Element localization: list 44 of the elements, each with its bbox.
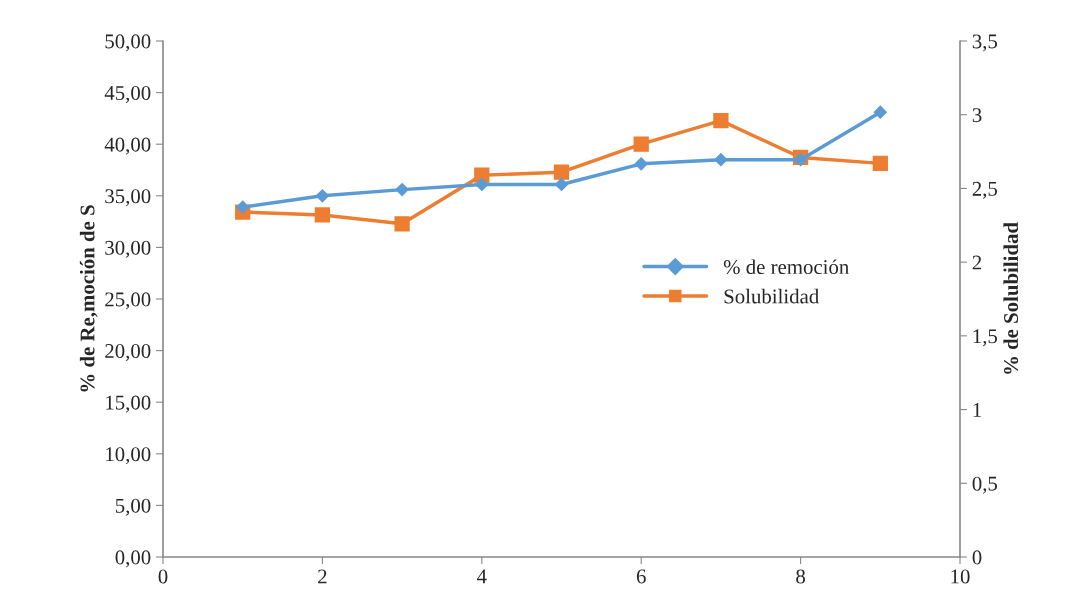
x-tick-label: 0 — [158, 569, 168, 584]
point — [794, 153, 808, 167]
y-tick-label: 15,00 — [106, 395, 151, 413]
y-tick-label: 10,00 — [106, 447, 151, 465]
point — [314, 207, 331, 223]
y2-axis-title: % de Solubilidad — [1003, 222, 1019, 374]
legend-label: Solubilidad — [724, 288, 819, 304]
y2-tick-label: 3 — [972, 108, 982, 123]
y2-tick-label: 2,5 — [972, 181, 998, 199]
y-tick-label: 25,00 — [105, 292, 151, 310]
y-tick-label: 40,00 — [104, 137, 151, 155]
y-tick-label: 5,00 — [115, 498, 151, 516]
x-tick-label: 4 — [477, 569, 487, 584]
y2-tick-label: 0,5 — [972, 476, 998, 494]
y2-tick-label: 1,5 — [973, 329, 998, 347]
x-tick-label: 2 — [318, 569, 327, 584]
point — [475, 177, 489, 192]
y-tick-label: 45,00 — [104, 85, 151, 104]
y-tick-label: 50,00 — [105, 34, 151, 52]
point — [713, 112, 729, 129]
y-tick-label: 35,00 — [105, 189, 151, 207]
y-tick-label: 20,00 — [105, 343, 151, 362]
x-tick-label: 8 — [796, 569, 806, 584]
point — [553, 164, 570, 180]
point — [236, 200, 250, 214]
y2-tick-label: 3,5 — [972, 34, 998, 52]
point — [634, 157, 648, 171]
point — [394, 216, 410, 232]
point — [633, 136, 649, 152]
y-axis-title: % de Re,moción de S — [79, 205, 98, 392]
point — [554, 177, 569, 192]
point — [872, 155, 888, 172]
y-tick-label: 30,00 — [105, 240, 151, 258]
x-tick-label: 10 — [951, 569, 970, 584]
y-tick-label: 0,00 — [115, 550, 151, 568]
y2-tick-label: 0 — [972, 550, 982, 565]
point — [873, 105, 887, 119]
point — [315, 189, 329, 203]
y2-tick-label: 2 — [972, 255, 982, 270]
y2-tick-label: 1 — [973, 403, 981, 417]
x-tick-label: 6 — [636, 569, 646, 584]
point — [395, 183, 409, 197]
point — [714, 153, 728, 167]
legend-label: % de remoción — [723, 259, 849, 275]
